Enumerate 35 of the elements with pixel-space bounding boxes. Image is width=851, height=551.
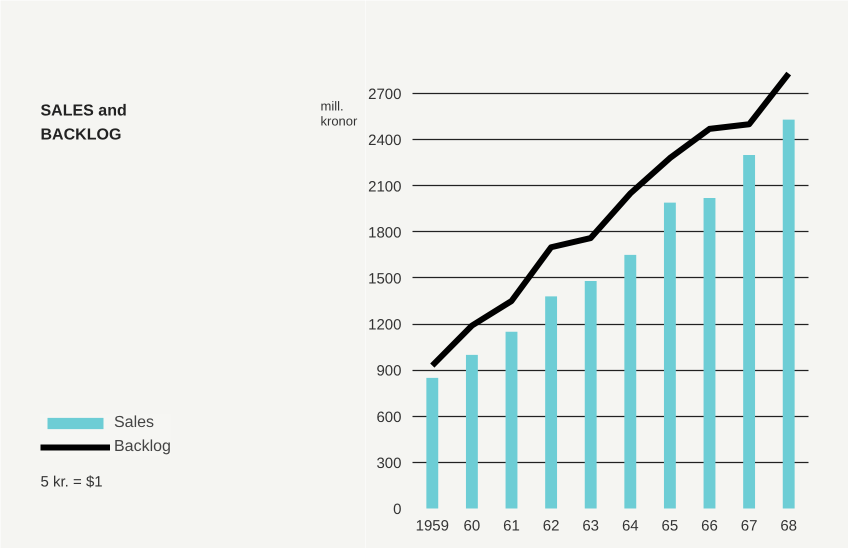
bar	[782, 120, 795, 508]
bar	[545, 296, 558, 508]
x-tick-label: 64	[622, 518, 639, 534]
y-tick-label: 1500	[368, 270, 402, 288]
x-tick-label: 61	[503, 518, 520, 534]
legend-label: Sales	[114, 414, 154, 432]
y-tick-label: 2100	[368, 178, 402, 196]
x-tick-label: 68	[780, 518, 798, 534]
y-tick-label: 1200	[368, 316, 402, 334]
bar	[426, 378, 438, 508]
y-tick-label: 2700	[368, 86, 402, 104]
y-tick-label: 300	[376, 454, 402, 472]
x-tick-label: 1959	[416, 518, 449, 534]
text: SALES and BACKLOG	[40, 102, 127, 144]
text: 5 kr. = $1	[40, 473, 103, 490]
x-tick-label: 60	[464, 518, 480, 534]
x-tick-label: 65	[662, 518, 678, 534]
bar	[506, 332, 518, 508]
y-tick-label: 2400	[368, 132, 402, 150]
y-tick-label: 0	[393, 501, 402, 518]
x-tick-label: 63	[582, 518, 600, 534]
bar	[466, 354, 478, 508]
legend-label: Backlog	[114, 438, 171, 456]
bar	[704, 198, 716, 508]
bar	[664, 202, 676, 508]
bar	[743, 155, 756, 508]
bar	[624, 254, 636, 508]
x-tick-label: 67	[740, 518, 758, 534]
y-axis-title: mill. kronor	[320, 98, 358, 128]
x-tick-label: 62	[542, 518, 560, 534]
bar	[584, 281, 597, 508]
y-tick-label: 600	[376, 408, 402, 426]
y-tick-label: 900	[376, 362, 402, 380]
y-tick-label: 1800	[368, 224, 402, 242]
x-tick-label: 66	[701, 518, 718, 534]
